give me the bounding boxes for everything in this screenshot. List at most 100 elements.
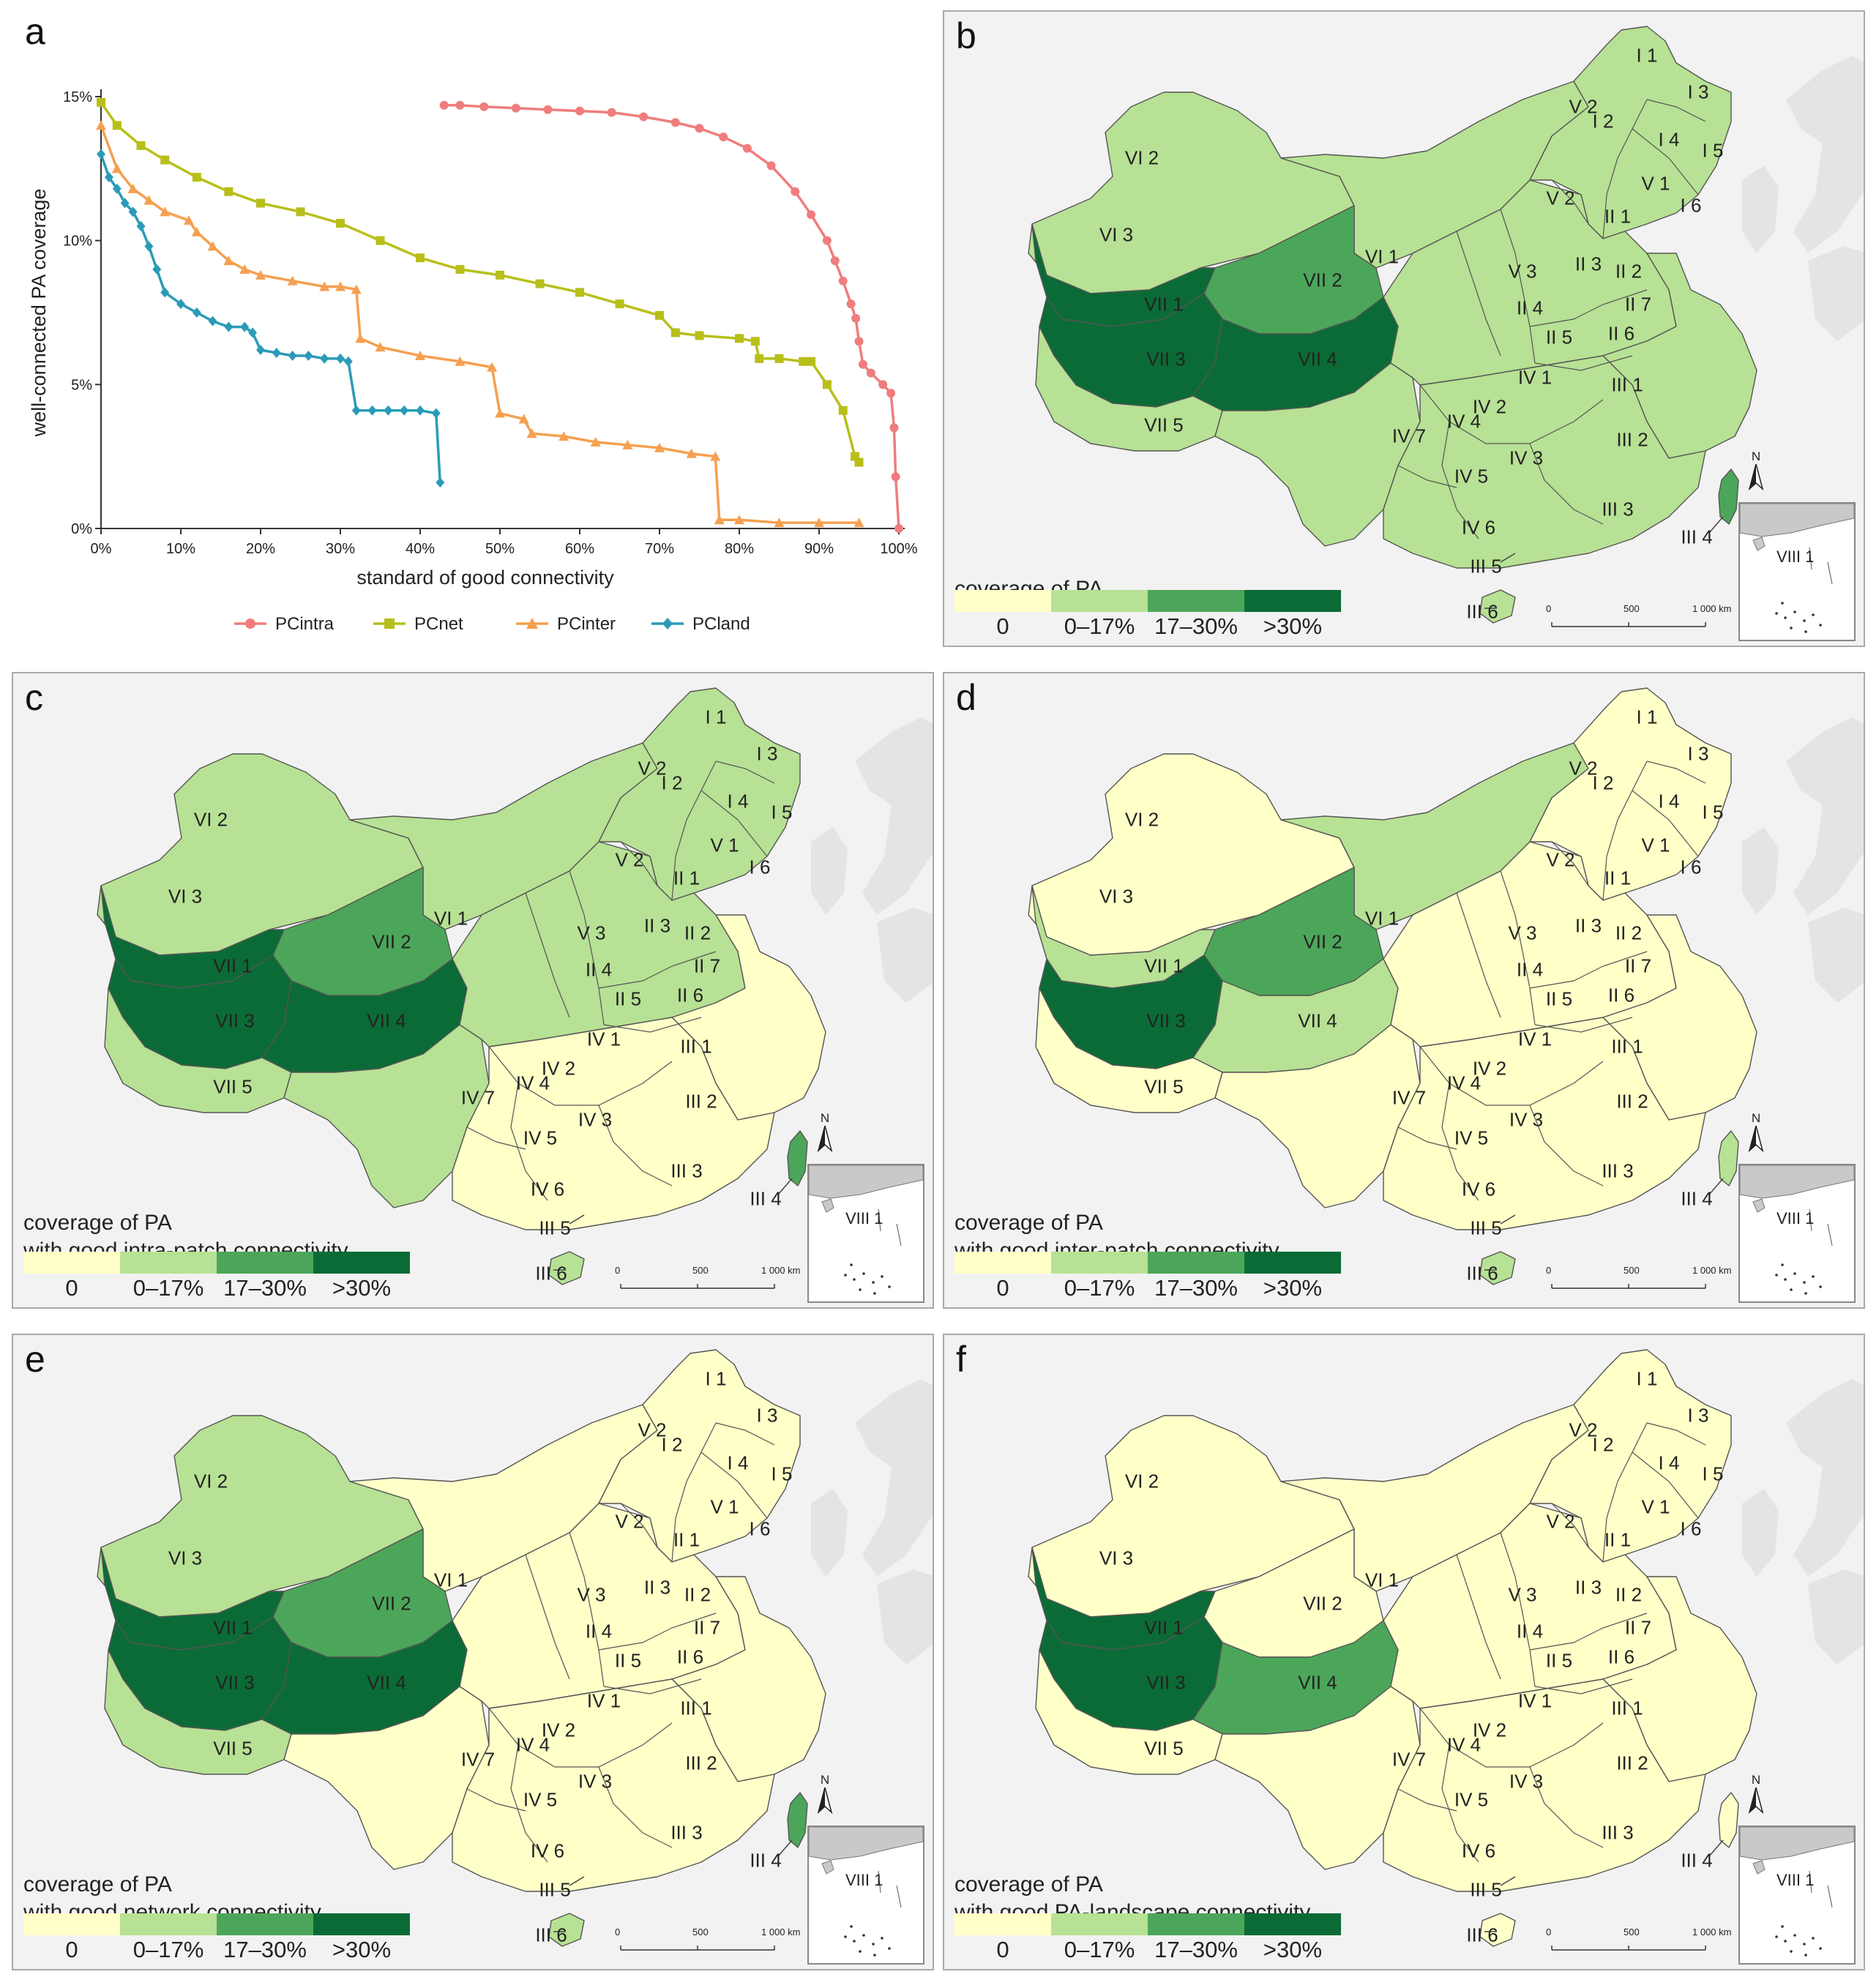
region-label-VII1: VII 1: [213, 954, 253, 977]
region-label-VII3: VII 3: [215, 1671, 255, 1694]
panel-letter-b: b: [956, 15, 976, 56]
legend-swatch-3: [1244, 1252, 1341, 1274]
series-line: [444, 104, 900, 529]
region-label-V2b: V 2: [1546, 1510, 1575, 1533]
region-boundary: [1397, 1788, 1457, 1812]
x-tick-label: 0%: [91, 541, 112, 557]
map-canvas: [1028, 1349, 1864, 1947]
line-chart: 0% 10% 20% 30% 40% 50% 60% 70% 80% 90% 100% 0% 5% 10%…: [28, 89, 918, 634]
inset-island: [1804, 630, 1807, 633]
region-boundary: [1551, 841, 1589, 886]
inset-island: [1812, 1275, 1815, 1278]
region-hainan: [548, 1913, 585, 1947]
region-boundary: [603, 1017, 702, 1033]
legend-color-bar: [954, 590, 1341, 612]
data-point: [853, 517, 864, 528]
region-boundary: [1602, 761, 1648, 901]
region-taiwan: [1718, 1792, 1739, 1848]
leader-line: [1500, 553, 1516, 563]
y-tick-label: 15%: [63, 89, 92, 105]
region-boundary: [598, 1105, 673, 1187]
south-china-sea-inset: VIII 1: [1738, 1164, 1856, 1303]
neighbor-land: [1786, 56, 1864, 253]
region-label-VI1: VI 1: [1364, 245, 1400, 268]
region-label-II4: II 4: [1516, 296, 1544, 319]
region-label-I3: I 3: [756, 742, 778, 765]
map-canvas: [97, 687, 933, 1285]
panel-letter-e: e: [25, 1339, 45, 1380]
region-label-IV7: IV 7: [1391, 425, 1427, 447]
region-label-III5: III 5: [539, 1217, 571, 1239]
data-point: [854, 457, 864, 467]
inset-island: [1781, 1925, 1784, 1928]
region-label-III4: III 4: [750, 1187, 782, 1210]
data-point: [838, 406, 848, 415]
inset-island: [1793, 610, 1796, 613]
y-tick-label: 5%: [71, 377, 92, 393]
region-label-II3: II 3: [1574, 1576, 1602, 1599]
region-hainan: [548, 1251, 585, 1285]
north-label: N: [1751, 1773, 1761, 1787]
region-taiwan: [787, 1130, 808, 1187]
region-label-II6: II 6: [1607, 984, 1635, 1006]
data-point: [479, 102, 489, 111]
data-point: [375, 342, 386, 352]
panel-letter-f: f: [956, 1339, 966, 1380]
region-label-III4: III 4: [1681, 1187, 1713, 1210]
region-label-I6: I 6: [1680, 194, 1702, 217]
inset-label: VIII 1: [845, 1871, 883, 1889]
region-boundary: [525, 1554, 570, 1680]
legend-color-bar: [954, 1252, 1341, 1274]
map-panel-e: I 1 I 2 I 3 I 4 I 5 I 6 II 1 II 2 II 3 II 4 II 5 II…: [12, 1334, 934, 1970]
region-label-VI1: VI 1: [1364, 907, 1400, 930]
region-boundary: [1529, 951, 1648, 989]
region-boundary: [1500, 870, 1536, 1025]
scale-label: 500: [1624, 1265, 1640, 1276]
data-point: [336, 219, 345, 228]
data-point: [120, 198, 130, 209]
data-point: [224, 187, 234, 196]
inset-mainland: [808, 1165, 924, 1199]
inset-island: [1781, 1263, 1784, 1266]
inset-island: [1793, 1934, 1796, 1937]
region-label-I2: I 2: [1592, 771, 1614, 794]
data-point: [248, 327, 258, 338]
south-china-sea-inset: VIII 1: [807, 1826, 924, 1965]
region-boundary: [510, 1083, 548, 1201]
region-label-I6: I 6: [1680, 856, 1702, 878]
north-label: N: [1751, 449, 1761, 463]
region-label-VI2: VI 2: [1124, 808, 1159, 831]
region-boundary: [510, 1744, 548, 1863]
region-boundary: [1397, 1126, 1457, 1150]
region-boundary: [1551, 179, 1589, 225]
region-label-V2a: V 2: [638, 757, 667, 780]
region-label-VII4: VII 4: [367, 1671, 406, 1694]
north-arrow: N: [1748, 1773, 1764, 1817]
inset-mainland: [1739, 1826, 1855, 1861]
region-boundary: [466, 1126, 526, 1150]
data-point: [846, 299, 856, 309]
region-boundary: [1551, 1503, 1589, 1548]
region-label-IV2: IV 2: [1472, 1719, 1507, 1741]
data-point: [670, 118, 680, 127]
data-point: [384, 405, 393, 416]
legend-label: PCintra: [275, 614, 335, 634]
region-label-I2: I 2: [1592, 110, 1614, 132]
region-label-IV7: IV 7: [1391, 1748, 1427, 1771]
region-label-IV5: IV 5: [523, 1788, 558, 1811]
region-boundary: [1529, 443, 1604, 525]
neighbor-land: [1742, 1489, 1779, 1577]
region-label-VI1: VI 1: [433, 907, 468, 930]
region-boundary: [1646, 1422, 1706, 1446]
region-label-I4: I 4: [1658, 1451, 1680, 1474]
data-point: [416, 253, 425, 263]
region-label-II1: II 1: [673, 1528, 700, 1551]
region-label-II6: II 6: [676, 1645, 704, 1668]
y-axis-title: well-connected PA coverage: [28, 189, 50, 438]
data-point: [891, 472, 900, 482]
legend-label-2: 17–30%: [223, 1937, 307, 1962]
legend-label-2: 17–30%: [1154, 1937, 1238, 1962]
scale-label: 500: [1624, 1927, 1640, 1937]
x-tick-label: 80%: [725, 541, 754, 557]
inset-island: [1775, 612, 1778, 615]
